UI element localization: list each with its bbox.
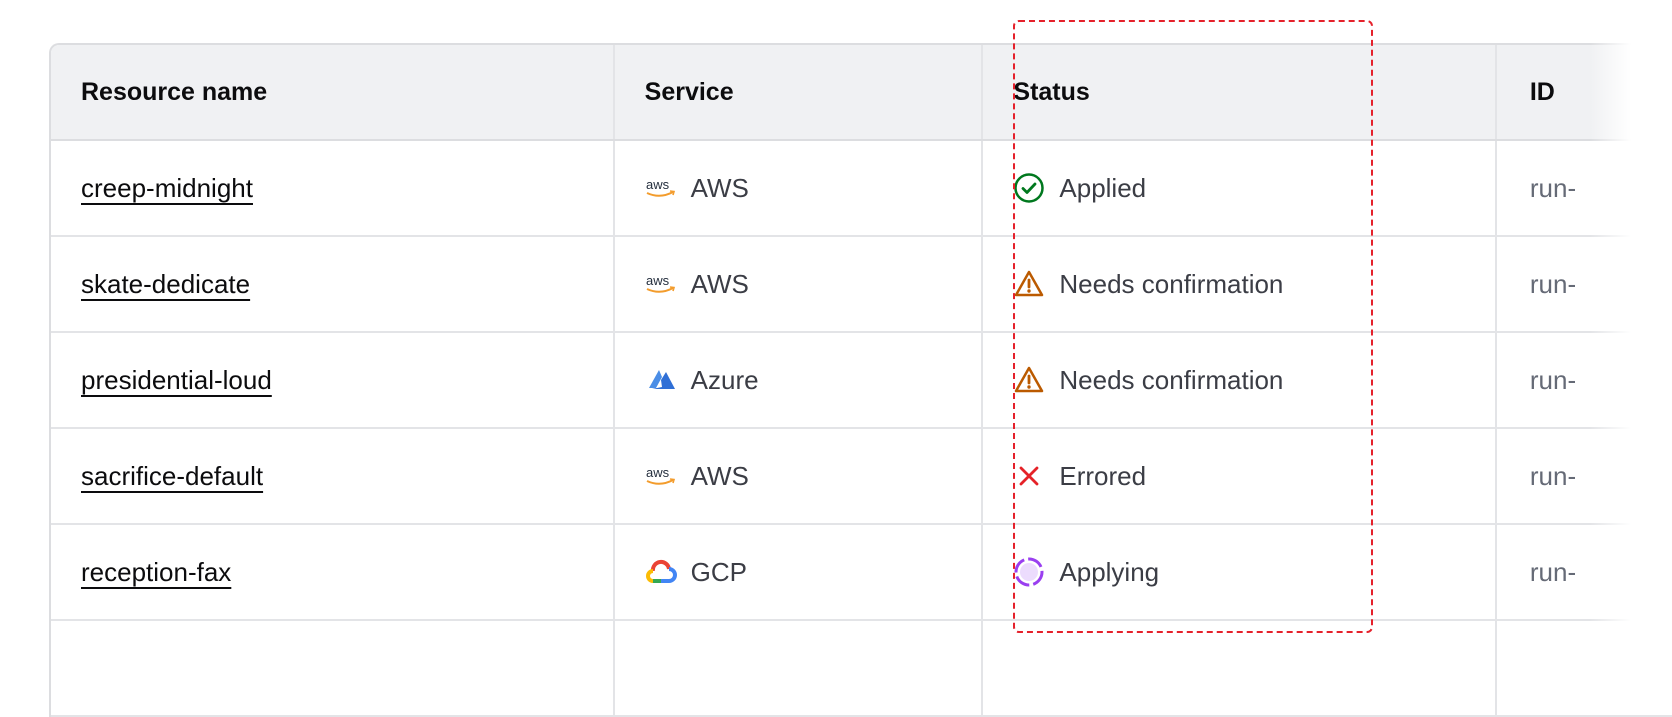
warning-triangle-icon <box>1013 364 1045 396</box>
warning-triangle-icon <box>1013 268 1045 300</box>
resource-name-link[interactable]: reception-fax <box>81 556 232 587</box>
header-resource-name[interactable]: Resource name <box>51 45 615 139</box>
resource-name-link[interactable]: sacrifice-default <box>81 460 264 491</box>
run-id: run- <box>1529 364 1577 395</box>
loading-circle-icon <box>1013 556 1045 588</box>
status-label: Applied <box>1059 172 1147 203</box>
resource-name-link[interactable]: skate-dedicate <box>81 268 251 299</box>
table-row-partial <box>51 621 1672 717</box>
scroll-fade <box>1590 0 1672 652</box>
header-service[interactable]: Service <box>615 45 984 139</box>
svg-text:aws: aws <box>646 273 670 288</box>
status-label: Errored <box>1059 460 1147 491</box>
status-label: Needs confirmation <box>1059 268 1284 299</box>
run-id: run- <box>1529 172 1577 203</box>
header-status[interactable]: Status <box>983 45 1497 139</box>
header-id[interactable]: ID <box>1529 77 1555 106</box>
aws-logo-icon: aws <box>645 460 677 492</box>
service-label: GCP <box>690 556 747 587</box>
run-id: run- <box>1529 556 1577 587</box>
service-label: AWS <box>690 172 749 203</box>
status-label: Applying <box>1059 556 1160 587</box>
aws-logo-icon: aws <box>645 172 677 204</box>
run-id: run- <box>1529 268 1577 299</box>
run-id: run- <box>1529 460 1577 491</box>
resource-name-link[interactable]: creep-midnight <box>81 172 253 203</box>
table-row: skate-dedicate aws AWS Needs confirmation ru… <box>51 237 1672 333</box>
resources-table: Resource name Service Status ID creep-mi… <box>49 43 1672 717</box>
table-header: Resource name Service Status ID <box>51 45 1672 141</box>
service-label: AWS <box>690 460 749 491</box>
service-label: Azure <box>690 364 759 395</box>
x-icon <box>1013 460 1045 492</box>
svg-text:aws: aws <box>646 177 670 192</box>
aws-logo-icon: aws <box>645 268 677 300</box>
azure-logo-icon <box>645 364 677 396</box>
svg-text:aws: aws <box>646 465 670 480</box>
status-label: Needs confirmation <box>1059 364 1284 395</box>
table-row: reception-fax GCP Applying run- <box>51 525 1672 621</box>
table-row: creep-midnight aws AWS Applied run- <box>51 141 1672 237</box>
service-label: AWS <box>690 268 749 299</box>
table-row: presidential-loud Azure Needs confirmation… <box>51 333 1672 429</box>
resource-name-link[interactable]: presidential-loud <box>81 364 272 395</box>
check-circle-icon <box>1013 172 1045 204</box>
table-row: sacrifice-default aws AWS Errored run- <box>51 429 1672 525</box>
gcp-logo-icon <box>645 556 677 588</box>
